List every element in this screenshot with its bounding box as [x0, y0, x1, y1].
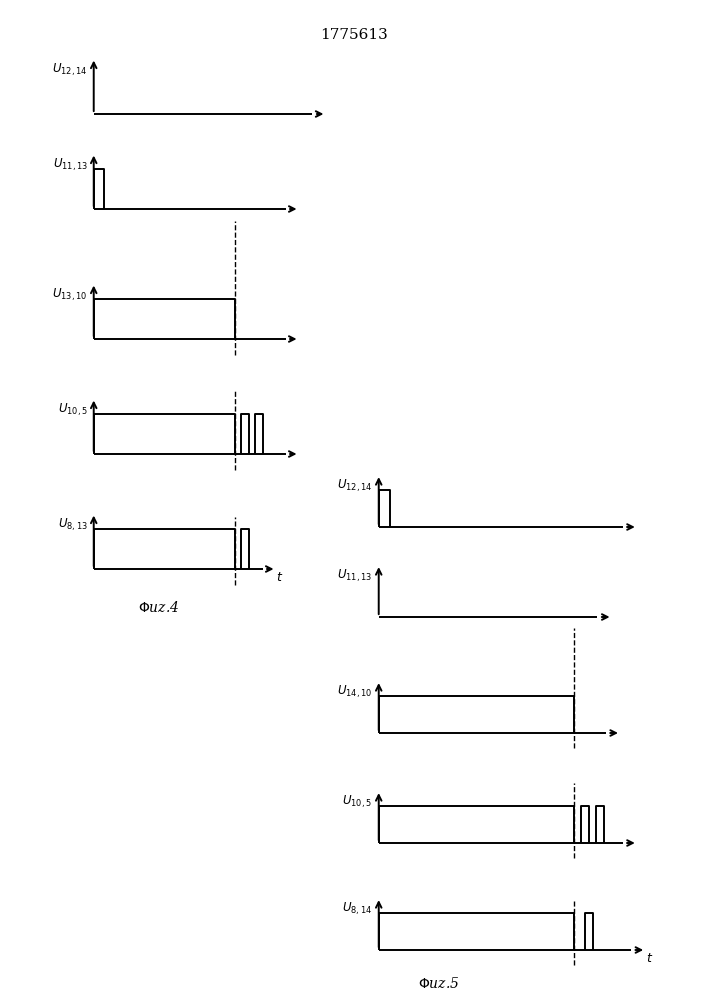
Text: $U_{11,13}$: $U_{11,13}$ [52, 157, 88, 173]
Text: $U_{13,10}$: $U_{13,10}$ [52, 287, 88, 303]
Text: $t$: $t$ [276, 571, 283, 584]
Text: $U_{8,14}$: $U_{8,14}$ [342, 901, 372, 917]
Text: $\mathit{\Phi}$uz.4: $\mathit{\Phi}$uz.4 [139, 600, 180, 615]
Text: $\mathit{\Phi}$uz.5: $\mathit{\Phi}$uz.5 [418, 976, 459, 991]
Text: $t$: $t$ [645, 952, 653, 965]
Text: $U_{10,5}$: $U_{10,5}$ [58, 402, 88, 418]
Text: $U_{11,13}$: $U_{11,13}$ [337, 568, 372, 584]
Text: $U_{8,13}$: $U_{8,13}$ [58, 517, 88, 533]
Text: $U_{12,14}$: $U_{12,14}$ [52, 62, 88, 78]
Text: $U_{12,14}$: $U_{12,14}$ [337, 478, 372, 494]
Text: $U_{10,5}$: $U_{10,5}$ [342, 794, 372, 810]
Text: 1775613: 1775613 [320, 28, 387, 42]
Text: $U_{14,10}$: $U_{14,10}$ [337, 684, 372, 700]
